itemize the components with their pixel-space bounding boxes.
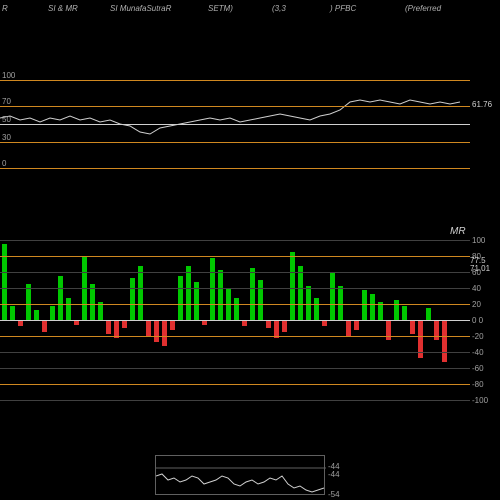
bar-positive [250,268,255,320]
bar-negative [274,320,279,338]
gridline [0,80,470,81]
end-value-label: 61.76 [472,100,492,109]
header-label: SI & MR [48,4,78,13]
bar-negative [386,320,391,340]
mini-label: -44 [328,470,340,479]
axis-label: 100 [2,71,15,80]
header-label: SETM) [208,4,233,13]
axis-label: -60 [472,364,484,373]
header-label: ) PFBC [330,4,356,13]
gridline [0,336,470,337]
axis-label: -80 [472,380,484,389]
bar-negative [114,320,119,338]
axis-label: 0 0 [472,316,483,325]
gridline [0,142,470,143]
axis-label: -40 [472,348,484,357]
bar-positive [258,280,263,320]
bar-positive [186,266,191,320]
bar-positive [290,252,295,320]
bar-negative [106,320,111,334]
thumbnail-panel: -44-44-54 [155,455,325,495]
bar-positive [10,306,15,320]
axis-label: -20 [472,332,484,341]
bar-positive [218,270,223,320]
gridline [0,240,470,241]
axis-label: 20 [472,300,481,309]
bar-positive [370,294,375,320]
bar-positive [26,284,31,320]
bar-negative [266,320,271,328]
gridline [0,400,470,401]
extra-label: 71.01 [470,264,490,273]
bar-positive [58,276,63,320]
header-label: SI MunafaSutraR [110,4,171,13]
bar-negative [346,320,351,336]
mr-label: MR [450,226,466,237]
bar-positive [394,300,399,320]
mr-bar-panel: MR100806040200 0-20-40-60-80-10077.571.0… [0,240,500,400]
bar-negative [442,320,447,362]
gridline [0,168,470,169]
bar-positive [402,306,407,320]
bar-positive [34,310,39,320]
axis-label: 50 [2,115,11,124]
axis-label: 30 [2,133,11,142]
bar-negative [146,320,151,336]
gridline [0,304,470,305]
bar-positive [138,266,143,320]
bar-positive [234,298,239,320]
header-label: (3,3 [272,4,286,13]
thumbnail-line [156,456,326,496]
bar-negative [282,320,287,332]
gridline [0,256,470,257]
header-label: (Preferred [405,4,441,13]
bar-positive [130,278,135,320]
mini-label: -54 [328,490,340,499]
gridline [0,288,470,289]
axis-label: 100 [472,236,485,245]
gridline [0,384,470,385]
bar-negative [354,320,359,330]
bar-negative [154,320,159,342]
bar-negative [122,320,127,328]
bar-negative [162,320,167,346]
header-label: R [2,4,8,13]
bar-negative [410,320,415,334]
gridline [0,124,470,125]
bar-negative [434,320,439,340]
bar-positive [378,302,383,320]
bar-positive [66,298,71,320]
bar-positive [298,266,303,320]
bar-positive [50,306,55,320]
gridline [0,368,470,369]
rsi-line [0,80,470,170]
bar-positive [314,298,319,320]
bar-positive [426,308,431,320]
gridline [0,106,470,107]
bar-positive [98,302,103,320]
gridline [0,320,470,321]
axis-label: 0 [2,159,6,168]
header-row: R SI & MR SI MunafaSutraR SETM) (3,3 ) PFBC (P… [0,4,500,18]
bar-positive [90,284,95,320]
bar-positive [330,272,335,320]
axis-label: -100 [472,396,488,405]
gridline [0,272,470,273]
bar-negative [42,320,47,332]
axis-label: 70 [2,97,11,106]
rsi-panel: 100705030061.76 [0,80,500,170]
bar-positive [178,276,183,320]
gridline [0,352,470,353]
bar-negative [170,320,175,330]
axis-label: 40 [472,284,481,293]
